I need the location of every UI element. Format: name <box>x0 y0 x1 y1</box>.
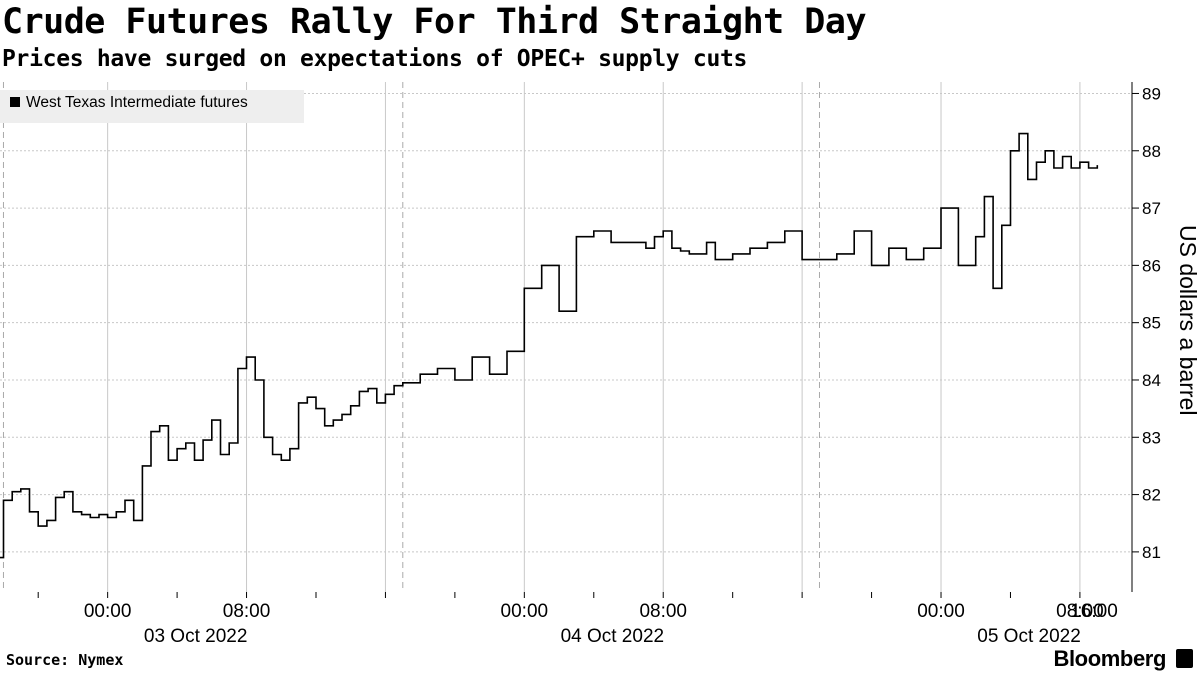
legend-label: West Texas Intermediate futures <box>26 94 248 111</box>
x-date-label: 03 Oct 2022 <box>144 626 248 647</box>
bloomberg-logo: Bloomberg <box>1053 646 1166 671</box>
chart-subtitle: Prices have surged on expectations of OP… <box>2 46 748 72</box>
x-date-label: 04 Oct 2022 <box>561 626 665 647</box>
x-tick-label: 00:00 <box>84 601 132 622</box>
x-tick-label: 00:00 <box>917 601 965 622</box>
x-tick-label: 16:00 <box>1070 601 1118 622</box>
x-tick-label: 08:00 <box>223 601 271 622</box>
chart-title: Crude Futures Rally For Third Straight D… <box>2 2 867 42</box>
y-tick-label: 85 <box>1142 314 1161 333</box>
y-tick-label: 86 <box>1142 256 1161 275</box>
legend-background <box>0 90 304 123</box>
x-tick-label: 08:00 <box>639 601 687 622</box>
x-tick-label: 08:00 <box>1056 601 1104 622</box>
legend-swatch <box>10 97 20 107</box>
wti-price-line <box>0 132 1099 559</box>
y-axis-label: US dollars a barrel <box>1175 225 1200 415</box>
y-tick-label: 81 <box>1142 543 1161 562</box>
y-tick-label: 83 <box>1142 428 1161 447</box>
x-tick-label: 00:00 <box>501 601 549 622</box>
y-tick-label: 88 <box>1142 142 1161 161</box>
y-tick-label: 84 <box>1142 371 1161 390</box>
y-tick-label: 82 <box>1142 486 1161 505</box>
source-note: Source: Nymex <box>6 651 124 669</box>
x-date-label: 05 Oct 2022 <box>977 626 1081 647</box>
y-tick-label: 87 <box>1142 199 1161 218</box>
bloomberg-icon <box>1176 649 1193 668</box>
y-tick-label: 89 <box>1142 84 1161 103</box>
